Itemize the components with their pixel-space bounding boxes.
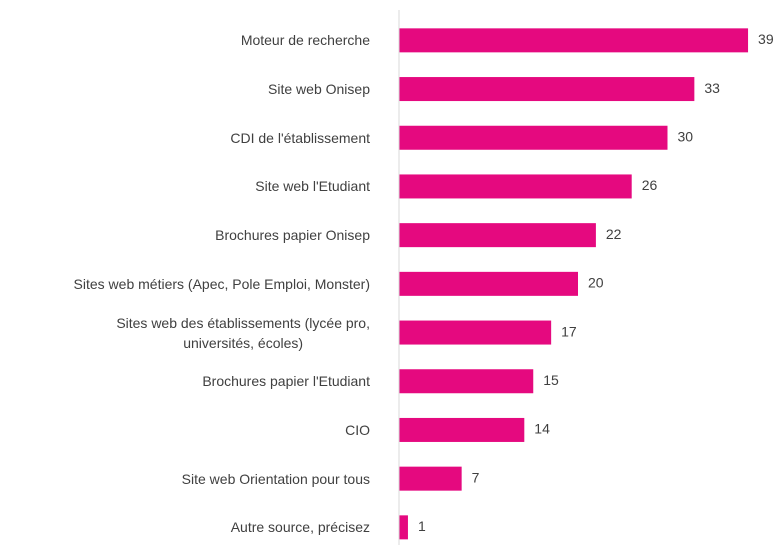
category-label: Sites web des établissements (lycée pro,… (116, 314, 370, 351)
value-label: 33 (704, 80, 720, 96)
bar (399, 28, 749, 53)
category-label: Autre source, précisez (230, 519, 370, 536)
value-label: 14 (534, 421, 550, 437)
category-label: Brochures papier l'Etudiant (202, 373, 370, 390)
category-label: Site web Onisep (268, 81, 370, 98)
bar (399, 515, 408, 540)
category-label: Sites web métiers (Apec, Pole Emploi, Mo… (73, 275, 370, 292)
bar (399, 174, 632, 199)
bar (399, 369, 534, 394)
value-label: 7 (472, 469, 480, 485)
bar (399, 77, 695, 102)
value-label: 30 (678, 128, 694, 144)
category-label: Site web l'Etudiant (255, 178, 370, 195)
bar (399, 466, 462, 491)
category-label: CIO (345, 421, 370, 438)
value-label: 20 (588, 275, 604, 291)
category-label: Brochures papier Onisep (215, 227, 370, 244)
value-label: 39 (758, 31, 774, 47)
category-label: Site web Orientation pour tous (181, 470, 370, 487)
bar (399, 125, 668, 150)
value-label: 26 (642, 177, 658, 193)
category-label: CDI de l'établissement (230, 129, 370, 146)
bar (399, 271, 578, 296)
value-label: 17 (561, 323, 577, 339)
value-label: 15 (543, 372, 559, 388)
category-label: Moteur de recherche (240, 32, 370, 49)
value-label: 1 (418, 518, 426, 534)
bar (399, 417, 525, 442)
value-label: 22 (606, 226, 622, 242)
bar (399, 320, 552, 345)
bar (399, 223, 596, 248)
